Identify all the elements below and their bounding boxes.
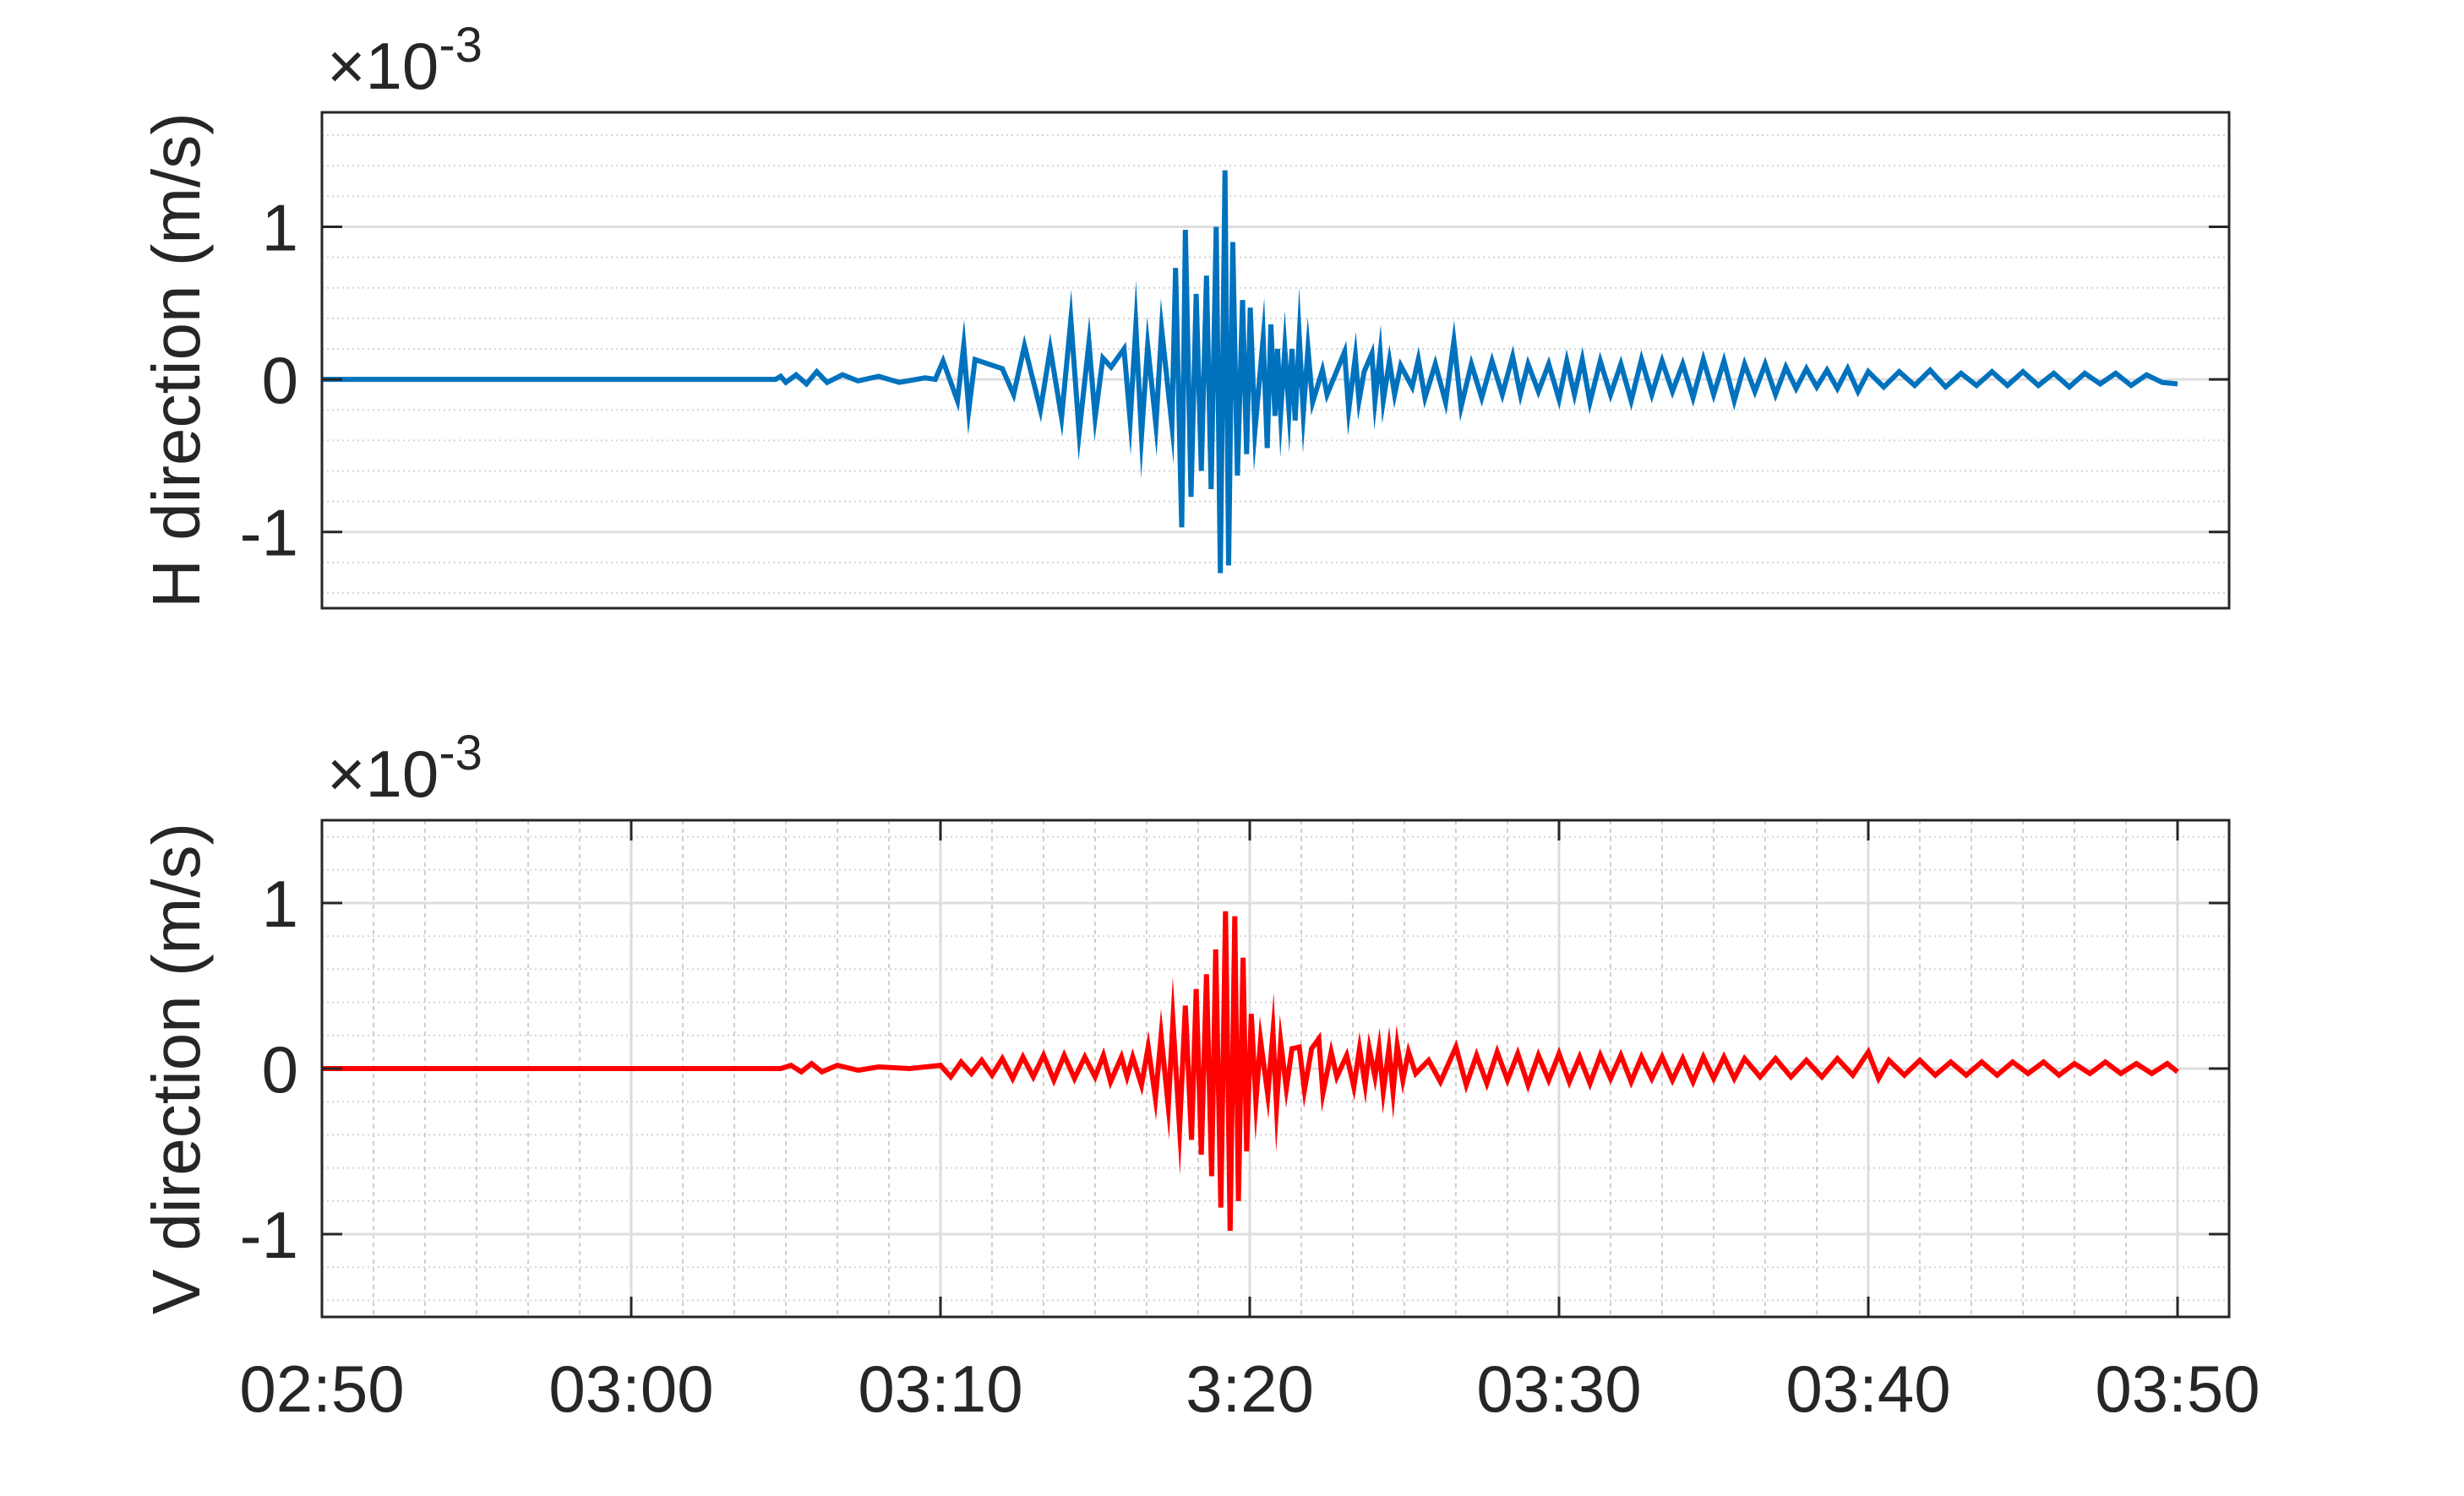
v-direction-panel: -1 0 1 02:50 03:00 03:10 3:20 03:30 03:40 03:50 V …	[139, 726, 2260, 1426]
series-line-v	[322, 911, 2179, 1232]
exponent-power: -3	[439, 726, 482, 781]
y-tick-label: 0	[262, 343, 298, 417]
x-tick-label: 03:30	[1476, 1352, 1641, 1426]
exponent-base: ×10	[327, 737, 439, 811]
h-direction-panel: -1 0 1 H direction (m/s) ×10-3	[139, 18, 2231, 610]
y-axis-label: V direction (m/s)	[139, 823, 214, 1314]
y-axis-label: H direction (m/s)	[139, 112, 214, 608]
x-tick-label: 03:00	[548, 1352, 713, 1426]
x-tick-label: 3:20	[1186, 1352, 1314, 1426]
axes-box	[320, 111, 2231, 610]
exponent-base: ×10	[327, 29, 439, 103]
x-tick-label: 02:50	[239, 1352, 404, 1426]
exponent-power: -3	[439, 18, 482, 73]
y-tick-label: -1	[240, 496, 298, 570]
x-tick-label: 03:40	[1785, 1352, 1950, 1426]
x-tick-label: 03:10	[858, 1352, 1022, 1426]
y-tick-label: -1	[240, 1198, 298, 1272]
y-tick-label: 0	[262, 1032, 298, 1107]
x-tick-label: 03:50	[2095, 1352, 2260, 1426]
y-tick-label: 1	[262, 867, 298, 941]
y-exponent-label: ×10-3	[327, 18, 482, 103]
series-line-h	[322, 170, 2178, 574]
y-tick-label: 1	[262, 190, 298, 264]
y-exponent-label: ×10-3	[327, 726, 482, 811]
